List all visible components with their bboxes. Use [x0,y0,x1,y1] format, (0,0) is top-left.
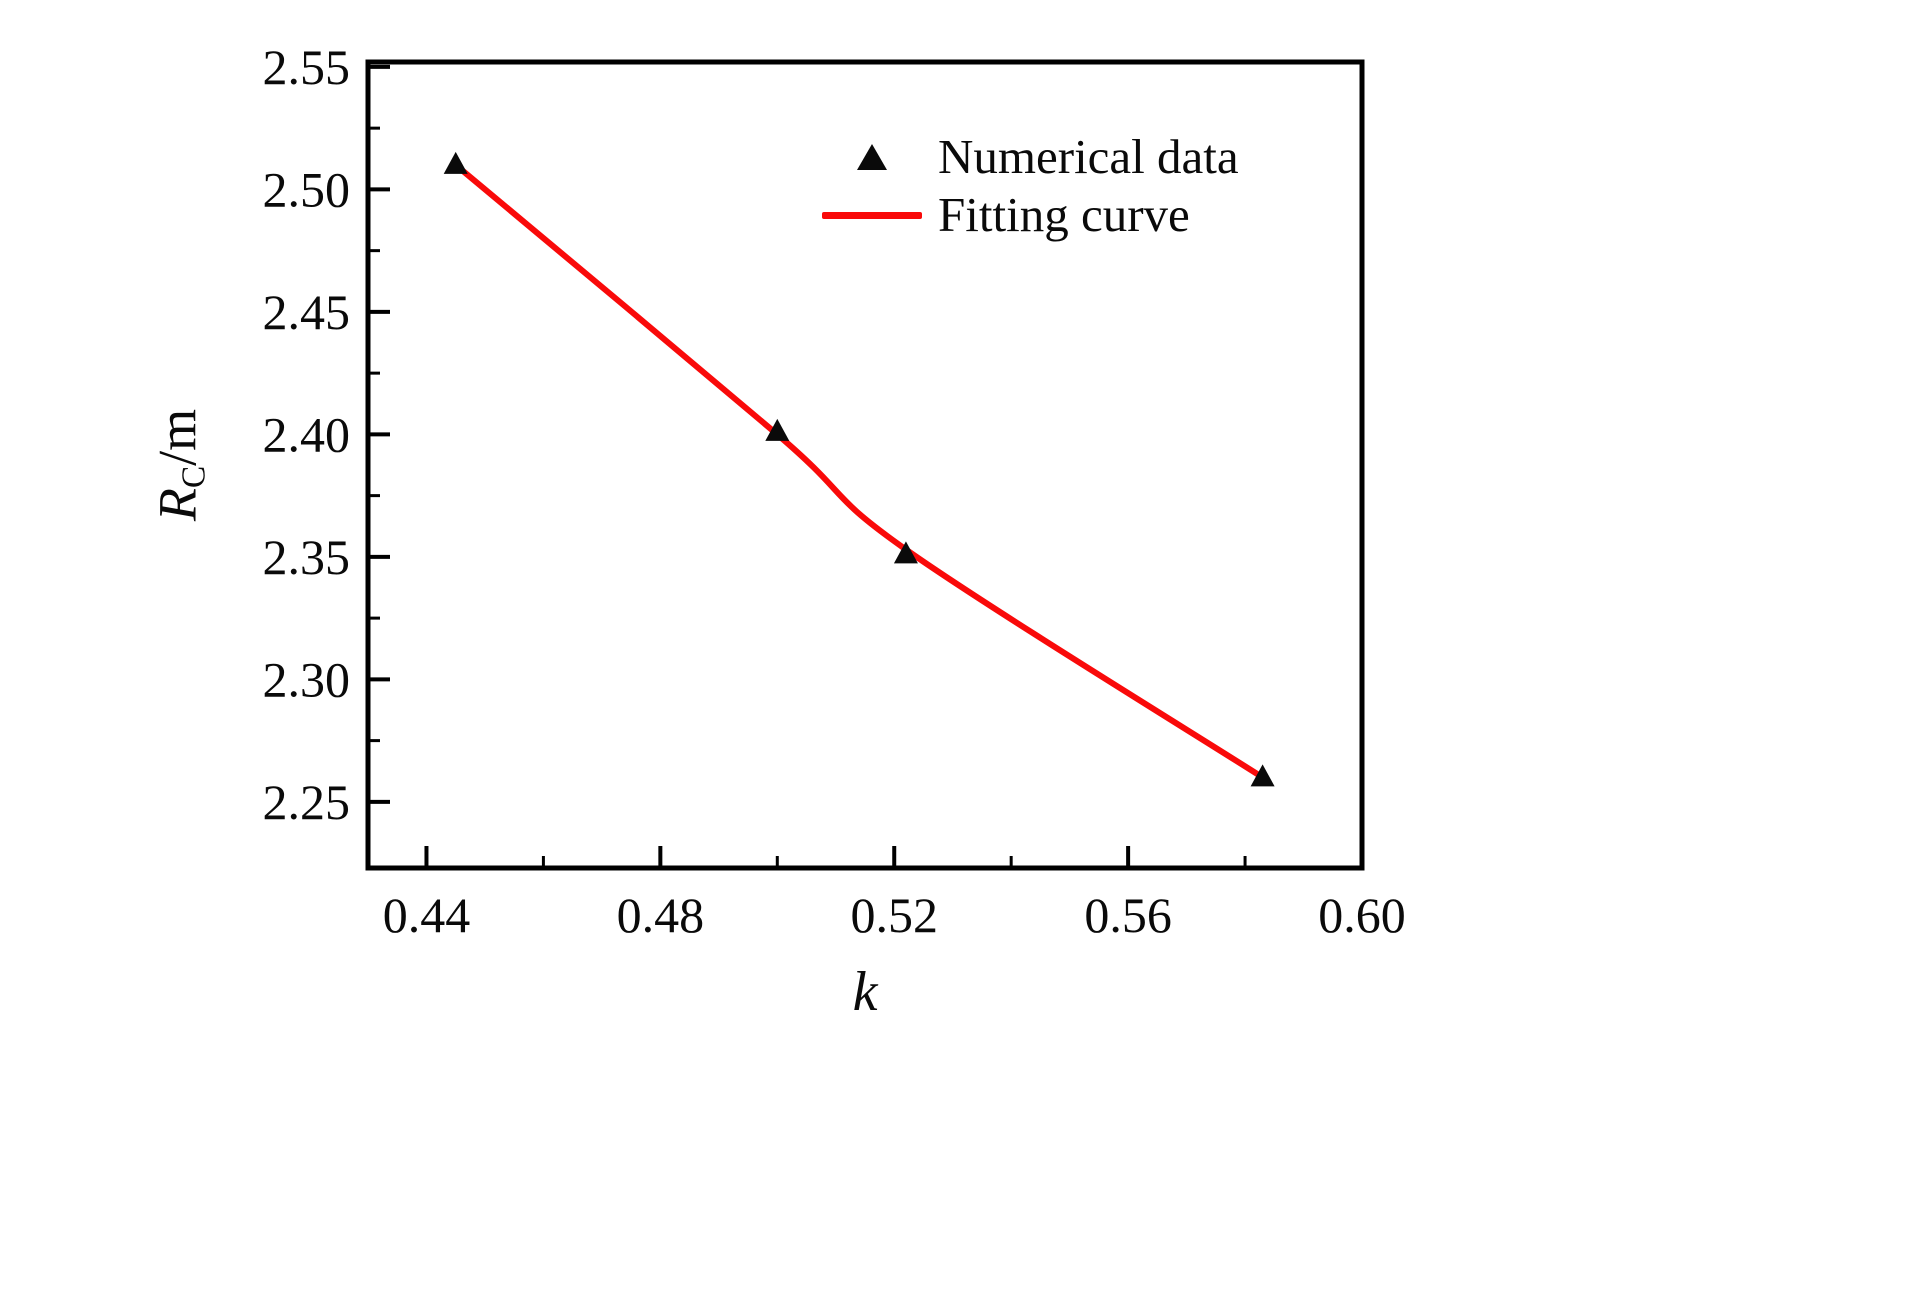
y-axis-subscript: C [175,465,213,489]
y-axis-label: RC/m [146,409,213,521]
data-point-marker [765,418,790,441]
red-line-swatch-icon [822,211,922,219]
data-point-marker [893,541,918,564]
x-tick-label: 0.44 [383,887,471,943]
x-tick-label: 0.52 [850,887,938,943]
legend-label-numerical-data: Numerical data [938,129,1239,184]
triangle-marker-icon [857,144,887,170]
y-axis-unit: /m [147,408,208,466]
y-tick-label: 2.50 [263,161,351,217]
data-point-marker [443,151,468,174]
y-tick-label: 2.45 [263,284,351,340]
y-tick-label: 2.35 [263,529,351,585]
y-tick-label: 2.40 [263,406,351,462]
legend-label-fitting-curve: Fitting curve [938,187,1190,242]
legend-entry-fitting-curve: Fitting curve [806,186,1239,244]
y-tick-label: 2.30 [263,651,351,707]
y-tick-label: 2.25 [263,774,351,830]
data-point-marker [1250,764,1275,787]
y-axis-symbol: R [147,488,208,522]
y-tick-label: 2.55 [263,39,351,95]
legend-entry-numerical-data: Numerical data [806,128,1239,186]
x-axis-label: k [852,961,878,1023]
plot-frame [365,59,1365,871]
legend-marker-cell [806,144,938,170]
fitting-curve-line [452,161,1266,781]
x-tick-label: 0.60 [1318,887,1406,943]
legend-marker-cell [806,211,938,219]
x-tick-label: 0.56 [1084,887,1172,943]
x-tick-label: 0.48 [617,887,705,943]
legend: Numerical data Fitting curve [806,128,1239,244]
